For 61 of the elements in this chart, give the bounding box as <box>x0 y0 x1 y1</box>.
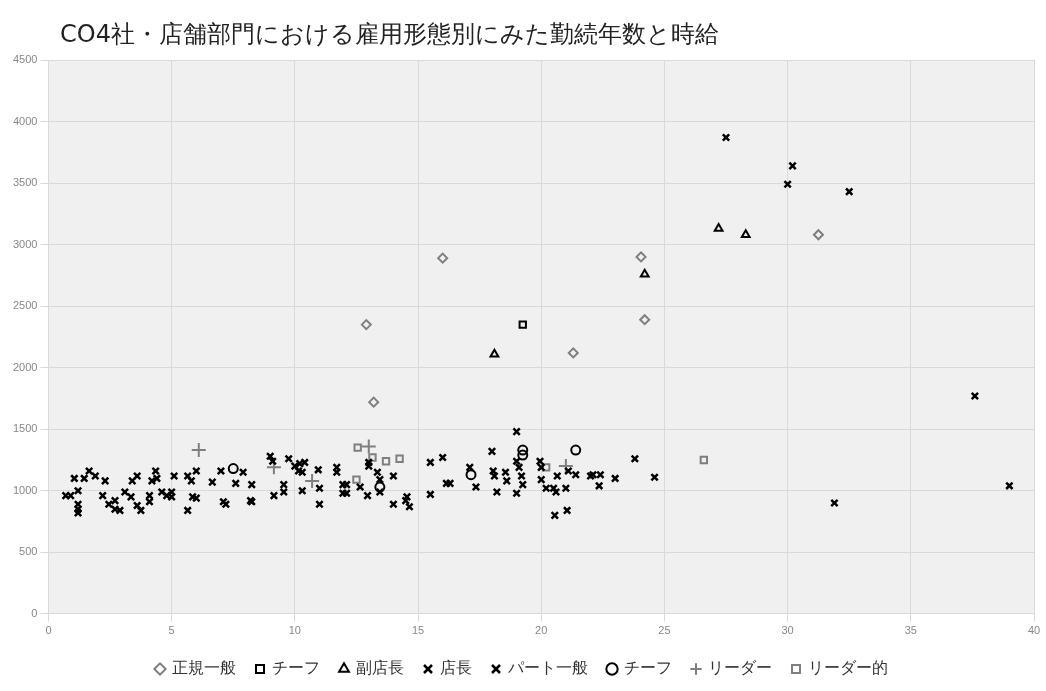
legend-label: 店長 <box>440 658 472 678</box>
point <box>368 396 380 408</box>
point <box>437 252 449 264</box>
y-tick-label: 4500 <box>12 53 38 66</box>
x-tick-label: 0 <box>45 624 52 637</box>
point <box>844 187 854 197</box>
y-tick-label: 3000 <box>12 237 38 250</box>
point <box>381 457 391 466</box>
y-tick-label: 2000 <box>12 360 38 373</box>
chart-title: CO4社・店舗部門における雇用形態別にみた勤続年数と時給 <box>60 19 719 50</box>
point <box>517 449 529 461</box>
point <box>783 179 793 189</box>
point <box>360 319 372 331</box>
y-tick-label: 0 <box>31 606 38 619</box>
y-tick-label: 3500 <box>12 176 38 189</box>
point <box>304 472 321 489</box>
legend-label: チーフ <box>272 658 320 678</box>
legend-label: 副店長 <box>356 658 404 678</box>
x-tick-label: 40 <box>1027 624 1041 637</box>
x-tick-label: 5 <box>168 624 175 637</box>
point <box>567 347 579 359</box>
point <box>353 443 362 452</box>
y-tick-label: 1500 <box>12 422 38 435</box>
x-tick-label: 30 <box>781 624 794 637</box>
point <box>360 438 377 455</box>
x-tick-label: 25 <box>658 624 671 637</box>
y-tick-label: 500 <box>19 545 38 558</box>
x-tick-label: 10 <box>288 624 301 637</box>
point <box>190 442 207 459</box>
y-tick-label: 2500 <box>12 299 38 312</box>
x-tick-label: 15 <box>411 624 425 637</box>
point <box>374 481 386 493</box>
point <box>395 454 404 463</box>
point <box>740 229 751 239</box>
point <box>541 463 551 472</box>
point <box>368 453 377 462</box>
point <box>465 469 477 481</box>
point <box>557 458 574 475</box>
legend-label: リーダー <box>708 658 772 678</box>
point <box>352 475 361 484</box>
x-tick-label: 35 <box>904 624 917 637</box>
point <box>570 444 582 456</box>
point <box>699 455 709 465</box>
point <box>517 444 529 456</box>
point <box>812 229 824 241</box>
legend-label: チーフ <box>624 658 672 678</box>
point <box>518 320 527 329</box>
point <box>489 348 500 358</box>
point <box>227 463 239 475</box>
legend-label: 正規一般 <box>172 658 236 678</box>
point <box>721 133 731 142</box>
point <box>635 251 647 263</box>
point <box>639 268 650 278</box>
legend-label: リーダー的 <box>808 658 888 678</box>
point <box>639 314 651 326</box>
point <box>788 161 797 171</box>
y-tick-label: 1000 <box>12 483 38 496</box>
point <box>713 223 724 232</box>
x-tick-label: 20 <box>535 624 548 637</box>
legend-label: パート一般 <box>507 658 588 678</box>
y-tick-label: 4000 <box>12 114 38 127</box>
